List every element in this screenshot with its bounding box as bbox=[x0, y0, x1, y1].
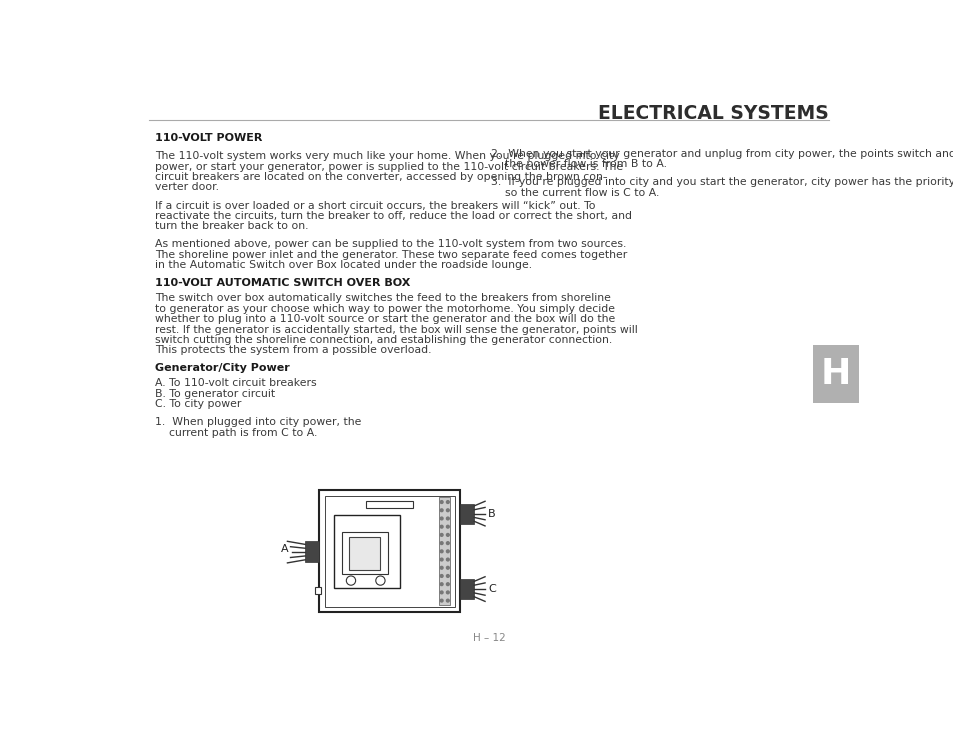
Bar bbox=[459, 503, 474, 523]
Circle shape bbox=[439, 550, 442, 553]
Text: current path is from C to A.: current path is from C to A. bbox=[154, 428, 317, 438]
Circle shape bbox=[439, 509, 442, 511]
Circle shape bbox=[439, 542, 442, 545]
Bar bbox=[439, 497, 450, 605]
Circle shape bbox=[446, 500, 449, 503]
Text: The switch over box automatically switches the feed to the breakers from shoreli: The switch over box automatically switch… bbox=[154, 294, 610, 303]
Text: verter door.: verter door. bbox=[154, 182, 218, 193]
Text: C. To city power: C. To city power bbox=[154, 399, 241, 410]
Bar bbox=[334, 515, 399, 588]
Text: The shoreline power inlet and the generator. These two separate feed comes toget: The shoreline power inlet and the genera… bbox=[154, 250, 626, 260]
Circle shape bbox=[439, 566, 442, 569]
Text: As mentioned above, power can be supplied to the 110-volt system from two source: As mentioned above, power can be supplie… bbox=[154, 239, 625, 249]
Circle shape bbox=[446, 566, 449, 569]
Text: The 110-volt system works very much like your home. When you’re plugged into cit: The 110-volt system works very much like… bbox=[154, 151, 618, 162]
Text: circuit breakers are located on the converter, accessed by opening the brown con: circuit breakers are located on the conv… bbox=[154, 172, 606, 182]
Text: 110-VOLT AUTOMATIC SWITCH OVER BOX: 110-VOLT AUTOMATIC SWITCH OVER BOX bbox=[154, 278, 410, 289]
Text: Generator/City Power: Generator/City Power bbox=[154, 363, 290, 373]
Circle shape bbox=[346, 576, 355, 585]
Text: in the Automatic Switch over Box located under the roadside lounge.: in the Automatic Switch over Box located… bbox=[154, 261, 532, 270]
Circle shape bbox=[446, 558, 449, 561]
Bar bbox=[315, 587, 320, 594]
Text: so the current flow is C to A.: so the current flow is C to A. bbox=[491, 187, 659, 198]
Text: A. To 110-volt circuit breakers: A. To 110-volt circuit breakers bbox=[154, 379, 316, 388]
Text: B. To generator circuit: B. To generator circuit bbox=[154, 389, 274, 399]
Circle shape bbox=[439, 534, 442, 537]
Text: whether to plug into a 110-volt source or start the generator and the box will d: whether to plug into a 110-volt source o… bbox=[154, 314, 615, 324]
Bar bbox=[812, 345, 858, 403]
Text: power, or start your generator, power is supplied to the 110-volt circuit breake: power, or start your generator, power is… bbox=[154, 162, 622, 172]
Circle shape bbox=[446, 550, 449, 553]
Bar bbox=[324, 496, 455, 607]
Bar bbox=[349, 537, 380, 570]
Text: 1.  When plugged into city power, the: 1. When plugged into city power, the bbox=[154, 418, 361, 427]
Bar bbox=[341, 532, 388, 574]
Circle shape bbox=[446, 509, 449, 511]
Circle shape bbox=[446, 525, 449, 528]
Text: 2.  When you start your generator and unplug from city power, the points switch : 2. When you start your generator and unp… bbox=[491, 148, 953, 159]
Text: switch cutting the shoreline connection, and establishing the generator connecti: switch cutting the shoreline connection,… bbox=[154, 335, 612, 345]
Text: H – 12: H – 12 bbox=[472, 633, 505, 643]
Circle shape bbox=[446, 591, 449, 594]
Circle shape bbox=[446, 534, 449, 537]
Text: B: B bbox=[488, 508, 496, 519]
Text: 110-VOLT POWER: 110-VOLT POWER bbox=[154, 134, 262, 143]
Circle shape bbox=[439, 583, 442, 585]
Text: ELECTRICAL SYSTEMS: ELECTRICAL SYSTEMS bbox=[598, 104, 828, 123]
Text: reactivate the circuits, turn the breaker to off, reduce the load or correct the: reactivate the circuits, turn the breake… bbox=[154, 211, 631, 221]
Text: If a circuit is over loaded or a short circuit occurs, the breakers will “kick” : If a circuit is over loaded or a short c… bbox=[154, 201, 595, 210]
Circle shape bbox=[439, 525, 442, 528]
Circle shape bbox=[439, 591, 442, 594]
Circle shape bbox=[446, 599, 449, 602]
Bar bbox=[366, 500, 413, 508]
Circle shape bbox=[439, 575, 442, 577]
Text: A: A bbox=[280, 544, 288, 554]
Text: rest. If the generator is accidentally started, the box will sense the generator: rest. If the generator is accidentally s… bbox=[154, 325, 637, 334]
Circle shape bbox=[439, 500, 442, 503]
Circle shape bbox=[439, 517, 442, 520]
Text: This protects the system from a possible overload.: This protects the system from a possible… bbox=[154, 345, 431, 356]
Circle shape bbox=[446, 583, 449, 585]
Circle shape bbox=[446, 575, 449, 577]
Circle shape bbox=[446, 517, 449, 520]
Text: H: H bbox=[820, 357, 850, 391]
Text: C: C bbox=[488, 584, 496, 594]
Text: the power flow is from B to A.: the power flow is from B to A. bbox=[491, 159, 666, 169]
Circle shape bbox=[439, 558, 442, 561]
Text: turn the breaker back to on.: turn the breaker back to on. bbox=[154, 221, 308, 232]
Bar bbox=[319, 491, 459, 612]
Circle shape bbox=[439, 599, 442, 602]
Circle shape bbox=[446, 542, 449, 545]
Circle shape bbox=[375, 576, 385, 585]
Text: 3.  If you’re plugged into city and you start the generator, city power has the : 3. If you’re plugged into city and you s… bbox=[491, 177, 953, 187]
Text: to generator as your choose which way to power the motorhome. You simply decide: to generator as your choose which way to… bbox=[154, 304, 615, 314]
Bar bbox=[305, 540, 319, 562]
Bar bbox=[459, 579, 474, 599]
